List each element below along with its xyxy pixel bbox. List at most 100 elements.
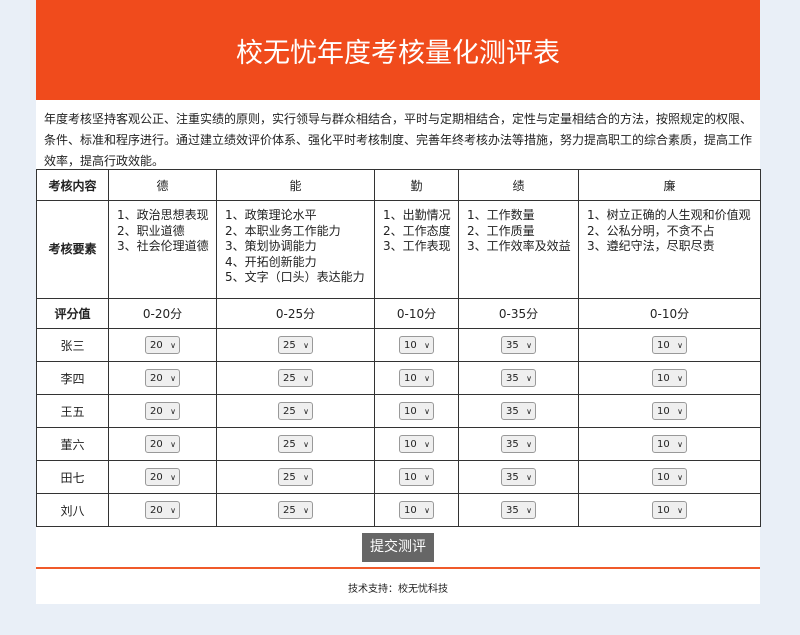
chevron-down-icon: ∨: [424, 439, 430, 449]
table-row: 张三 20 ∨ 25 ∨ 10 ∨ 35 ∨ 10 ∨: [36, 328, 761, 362]
score-select[interactable]: 25 ∨: [278, 468, 313, 486]
score-cell: 20 ∨: [108, 394, 217, 428]
score-value: 35: [506, 372, 519, 384]
score-range: 0-20分: [108, 298, 217, 329]
chevron-down-icon: ∨: [303, 340, 309, 350]
chevron-down-icon: ∨: [526, 472, 532, 482]
score-select[interactable]: 25 ∨: [278, 435, 313, 453]
header-row: 考核内容 德 能 勤 绩 廉: [36, 169, 761, 201]
score-cell: 20 ∨: [108, 361, 217, 395]
score-cell: 35 ∨: [458, 361, 579, 395]
footer-divider: [36, 567, 760, 569]
score-value: 10: [404, 372, 417, 384]
chevron-down-icon: ∨: [424, 505, 430, 515]
factor-item: 3、策划协调能力: [225, 239, 317, 253]
score-select[interactable]: 10 ∨: [399, 369, 434, 387]
score-value: 10: [657, 438, 670, 450]
factors-row: 考核要素 1、政治思想表现 2、职业道德 3、社会伦理道德 1、政策理论水平 2、本职业…: [36, 200, 761, 299]
score-value: 35: [506, 339, 519, 351]
score-select[interactable]: 10 ∨: [399, 402, 434, 420]
score-select[interactable]: 25 ∨: [278, 402, 313, 420]
score-cell: 10 ∨: [374, 427, 459, 461]
score-select[interactable]: 10 ∨: [652, 369, 687, 387]
score-value: 35: [506, 471, 519, 483]
score-range: 0-10分: [374, 298, 459, 329]
score-value: 10: [404, 339, 417, 351]
intro-text: 年度考核坚持客观公正、注重实绩的原则，实行领导与群众相结合，平时与定期相结合，定…: [44, 112, 753, 168]
score-value: 25: [283, 438, 296, 450]
factor-cell: 1、工作数量 2、工作质量 3、工作效率及效益: [458, 200, 579, 299]
form-container: 校无忧年度考核量化测评表 年度考核坚持客观公正、注重实绩的原则，实行领导与群众相…: [36, 0, 761, 604]
score-select[interactable]: 10 ∨: [399, 468, 434, 486]
score-select[interactable]: 25 ∨: [278, 336, 313, 354]
score-value: 20: [150, 504, 163, 516]
score-cell: 25 ∨: [216, 493, 375, 527]
score-range: 0-10分: [578, 298, 761, 329]
score-select[interactable]: 20 ∨: [145, 501, 180, 519]
score-select[interactable]: 20 ∨: [145, 435, 180, 453]
chevron-down-icon: ∨: [526, 439, 532, 449]
score-value: 10: [657, 504, 670, 516]
score-value: 10: [657, 405, 670, 417]
column-header: 德: [108, 169, 217, 201]
score-select[interactable]: 35 ∨: [501, 501, 536, 519]
score-cell: 10 ∨: [578, 394, 761, 428]
chevron-down-icon: ∨: [526, 340, 532, 350]
score-value: 25: [283, 405, 296, 417]
score-value: 10: [657, 471, 670, 483]
score-range: 0-25分: [216, 298, 375, 329]
score-cell: 35 ∨: [458, 460, 579, 494]
chevron-down-icon: ∨: [424, 340, 430, 350]
score-select[interactable]: 10 ∨: [652, 435, 687, 453]
score-select[interactable]: 20 ∨: [145, 402, 180, 420]
factor-item: 4、开拓创新能力: [225, 254, 317, 269]
score-select[interactable]: 35 ∨: [501, 435, 536, 453]
score-select[interactable]: 25 ∨: [278, 501, 313, 519]
factor-item: 3、工作表现: [383, 239, 451, 253]
chevron-down-icon: ∨: [677, 373, 683, 383]
score-value: 10: [404, 504, 417, 516]
person-name: 李四: [36, 361, 109, 395]
score-value: 20: [150, 339, 163, 351]
score-cell: 10 ∨: [374, 328, 459, 362]
score-select[interactable]: 35 ∨: [501, 402, 536, 420]
score-cell: 10 ∨: [578, 493, 761, 527]
score-select[interactable]: 10 ∨: [399, 501, 434, 519]
score-select[interactable]: 20 ∨: [145, 336, 180, 354]
score-label: 评分值: [36, 298, 109, 329]
score-cell: 35 ∨: [458, 394, 579, 428]
chevron-down-icon: ∨: [170, 472, 176, 482]
score-value: 20: [150, 372, 163, 384]
person-name: 刘八: [36, 493, 109, 527]
score-value: 20: [150, 471, 163, 483]
score-cell: 10 ∨: [374, 361, 459, 395]
chevron-down-icon: ∨: [424, 373, 430, 383]
chevron-down-icon: ∨: [677, 505, 683, 515]
score-select[interactable]: 35 ∨: [501, 336, 536, 354]
column-header: 绩: [458, 169, 579, 201]
score-select[interactable]: 35 ∨: [501, 369, 536, 387]
submit-button[interactable]: 提交测评: [362, 533, 434, 562]
chevron-down-icon: ∨: [303, 373, 309, 383]
score-select[interactable]: 10 ∨: [652, 468, 687, 486]
factor-item: 3、遵纪守法，尽职尽责: [587, 239, 715, 253]
score-select[interactable]: 25 ∨: [278, 369, 313, 387]
score-cell: 10 ∨: [578, 460, 761, 494]
score-select[interactable]: 10 ∨: [652, 501, 687, 519]
factor-item: 1、工作数量: [467, 208, 535, 222]
score-value: 35: [506, 504, 519, 516]
score-value: 25: [283, 471, 296, 483]
score-select[interactable]: 20 ∨: [145, 369, 180, 387]
score-select[interactable]: 10 ∨: [652, 336, 687, 354]
score-select[interactable]: 20 ∨: [145, 468, 180, 486]
score-value: 10: [404, 471, 417, 483]
footer-text: 技术支持：校无忧科技: [348, 584, 448, 595]
score-range-row: 评分值 0-20分 0-25分 0-10分 0-35分 0-10分: [36, 298, 761, 329]
score-select[interactable]: 10 ∨: [652, 402, 687, 420]
score-cell: 10 ∨: [374, 493, 459, 527]
score-select[interactable]: 35 ∨: [501, 468, 536, 486]
score-cell: 35 ∨: [458, 493, 579, 527]
score-select[interactable]: 10 ∨: [399, 336, 434, 354]
score-select[interactable]: 10 ∨: [399, 435, 434, 453]
chevron-down-icon: ∨: [677, 439, 683, 449]
